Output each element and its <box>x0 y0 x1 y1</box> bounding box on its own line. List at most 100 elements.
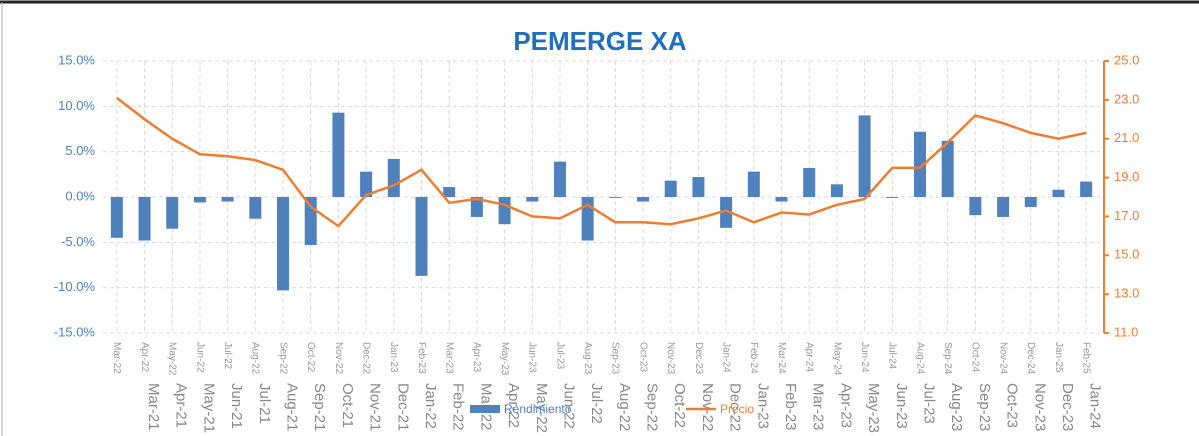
y2-tick-label: 13.0 <box>1114 286 1139 301</box>
secondary-x-label: Dec-23 <box>1059 383 1076 431</box>
secondary-x-label: Aug-22 <box>616 383 633 431</box>
bar <box>193 197 206 203</box>
y2-tick-label: 19.0 <box>1114 169 1139 184</box>
x-tick-label: Nov-24 <box>997 342 1008 375</box>
secondary-x-label: Sep-23 <box>976 383 993 431</box>
y2-tick-label: 17.0 <box>1114 208 1139 223</box>
bar <box>332 112 345 197</box>
chart-title: PEMERGE XA <box>513 26 687 56</box>
x-tick-label: Jun-23 <box>527 342 538 373</box>
y-tick-label: 15.0% <box>58 52 95 67</box>
secondary-x-label: Jul-22 <box>588 383 605 424</box>
x-tick-label: Mar-22 <box>111 342 122 374</box>
x-tick-label: Sep-23 <box>610 342 621 375</box>
bar <box>1080 181 1093 197</box>
secondary-x-label: Jan-24 <box>1087 383 1104 429</box>
secondary-x-label: May-21 <box>200 383 217 433</box>
bar <box>609 197 622 198</box>
y-tick-label: -5.0% <box>61 234 95 249</box>
y2-tick-label: 23.0 <box>1114 91 1139 106</box>
bar <box>304 197 317 246</box>
bar <box>775 197 788 202</box>
bar <box>526 197 539 202</box>
x-tick-label: Jan-24 <box>720 342 731 373</box>
secondary-x-label: Feb-23 <box>782 383 799 431</box>
secondary-x-label: Apr-22 <box>505 383 522 428</box>
line <box>116 96 1087 228</box>
x-tick-label: Sep-24 <box>942 342 953 375</box>
secondary-x-label: Nov-23 <box>1031 383 1048 431</box>
bar <box>803 167 816 197</box>
x-tick-label: Aug-23 <box>582 342 593 375</box>
x-tick-label: Jul-23 <box>554 342 565 370</box>
y-tick-label: -15.0% <box>54 324 96 339</box>
bar <box>720 197 733 228</box>
bar <box>1052 189 1065 197</box>
bar <box>858 115 871 197</box>
x-tick-label: Mar-23 <box>444 342 455 374</box>
y-tick-label: -10.0% <box>54 279 96 294</box>
x-tick-label: Oct-22 <box>305 342 316 372</box>
secondary-x-label: Aug-21 <box>284 383 301 431</box>
secondary-x-label: Sep-22 <box>644 383 661 431</box>
bar <box>997 197 1010 217</box>
bar <box>470 197 483 217</box>
secondary-x-label: Dec-22 <box>727 383 744 431</box>
secondary-x-label: Jan-22 <box>422 383 439 429</box>
y-tick-label: 5.0% <box>65 143 95 158</box>
bar <box>664 180 677 197</box>
x-tick-label: Jul-24 <box>887 342 898 370</box>
secondary-x-label: Aug-23 <box>948 383 965 431</box>
secondary-x-label: Mar-21 <box>145 383 162 431</box>
x-tick-label: Oct-23 <box>637 342 648 372</box>
y-tick-label: 10.0% <box>58 98 95 113</box>
x-tick-label: May-24 <box>831 342 842 376</box>
secondary-x-label: Nov-22 <box>699 383 716 431</box>
secondary-x-label: Apr-21 <box>173 383 190 428</box>
bar <box>166 197 179 229</box>
secondary-x-label: Oct-21 <box>339 383 356 428</box>
bar <box>360 171 373 197</box>
x-tick-label: Feb-24 <box>748 342 759 374</box>
bar <box>830 184 843 197</box>
x-tick-label: Jan-23 <box>388 342 399 373</box>
x-tick-label: Feb-25 <box>1081 342 1092 374</box>
y-tick-label: 0.0% <box>65 188 95 203</box>
x-tick-label: Aug-24 <box>914 342 925 375</box>
y2-tick-label: 25.0 <box>1114 52 1139 67</box>
bar <box>249 197 262 219</box>
secondary-x-label: May-22 <box>533 383 550 433</box>
secondary-x-label: May-23 <box>865 383 882 433</box>
bar <box>886 197 899 198</box>
bar <box>498 197 511 225</box>
y2-tick-label: 21.0 <box>1114 130 1139 145</box>
x-tick-label: Mar-24 <box>776 342 787 374</box>
bar <box>969 197 982 216</box>
secondary-x-label: Dec-21 <box>394 383 411 431</box>
bar <box>941 140 954 197</box>
bar <box>110 197 123 238</box>
bar <box>138 197 151 241</box>
secondary-x-label: Jul-21 <box>256 383 273 424</box>
y2-tick-label: 15.0 <box>1114 247 1139 262</box>
secondary-x-label: Oct-22 <box>671 383 688 428</box>
x-tick-label: Jun-24 <box>859 342 870 373</box>
secondary-x-label: Mar-23 <box>810 383 827 431</box>
bar <box>387 158 400 197</box>
x-tick-label: Dec-23 <box>693 342 704 375</box>
x-tick-label: Sep-22 <box>277 342 288 375</box>
secondary-x-label: Jun-21 <box>228 383 245 429</box>
secondary-x-label: Sep-21 <box>311 383 328 431</box>
bar <box>221 197 234 202</box>
legend-label: Precio <box>720 402 754 416</box>
y2-tick-label: 11.0 <box>1114 324 1138 339</box>
bar <box>692 177 705 197</box>
secondary-x-label: Feb-22 <box>450 383 467 431</box>
secondary-x-label: Jun-23 <box>893 383 910 429</box>
x-tick-label: Dec-22 <box>360 342 371 375</box>
x-tick-label: Apr-24 <box>804 342 815 372</box>
bar <box>637 197 650 202</box>
x-tick-label: Oct-24 <box>970 342 981 372</box>
